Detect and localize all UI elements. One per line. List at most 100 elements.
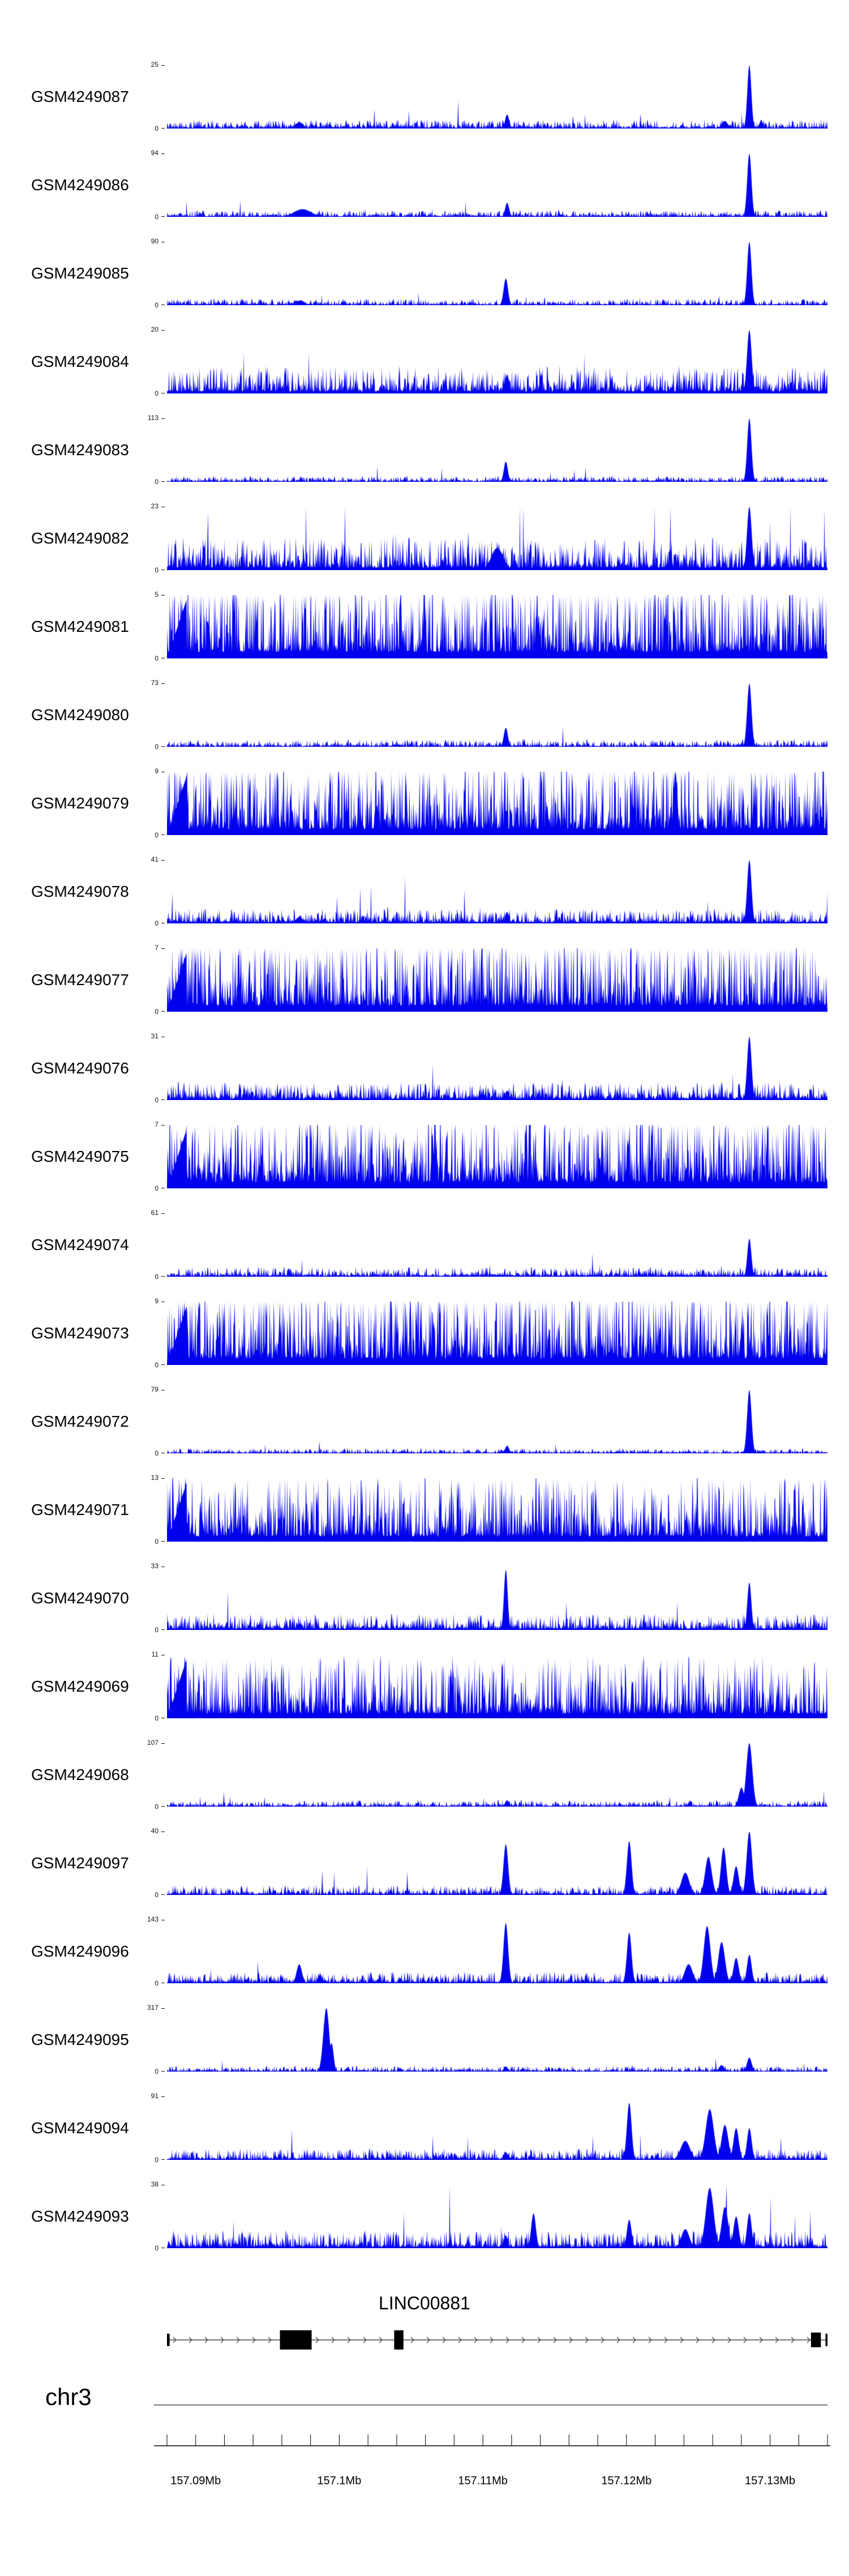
track-ymax-label: 143 (147, 1915, 158, 1923)
coverage-signal-plot (167, 948, 827, 1012)
gene-exon (167, 2334, 170, 2346)
coverage-signal-plot (167, 242, 827, 305)
track-ymax-label: 11 (151, 1650, 158, 1658)
track-ymax-label: 33 (151, 1562, 158, 1570)
signal-track-row: GSM4249094 91 0 (0, 2092, 849, 2164)
sample-label: GSM4249077 (31, 971, 129, 989)
strand-arrow-icon (442, 2337, 446, 2343)
coverage-signal-plot (167, 153, 827, 217)
strand-arrow-icon (807, 2337, 811, 2343)
signal-track-row: GSM4249079 9 0 (0, 767, 849, 839)
gene-exon (280, 2330, 312, 2350)
strand-arrow-icon (331, 2337, 335, 2343)
gene-model (167, 2330, 827, 2350)
signal-track-row: GSM4249085 90 0 (0, 237, 849, 309)
strand-arrow-icon (632, 2337, 636, 2343)
signal-track-row: GSM4249072 79 0 (0, 1385, 849, 1457)
yaxis-tick-top (161, 1478, 165, 1479)
yaxis-tick-top (161, 595, 165, 596)
strand-arrow-icon (426, 2337, 430, 2343)
track-ymax-label: 7 (155, 944, 158, 952)
strand-arrow-icon (791, 2337, 795, 2343)
yaxis-tick-top (161, 1125, 165, 1126)
signal-track-row: GSM4249083 113 0 (0, 414, 849, 486)
gene-exon (825, 2334, 827, 2346)
signal-track-row: GSM4249073 9 0 (0, 1297, 849, 1369)
signal-track-row: GSM4249071 13 0 (0, 1474, 849, 1546)
sample-label: GSM4249093 (31, 2207, 129, 2225)
strand-arrow-icon (252, 2337, 256, 2343)
strand-arrow-icon (569, 2337, 573, 2343)
strand-arrow-icon (743, 2337, 747, 2343)
yaxis-tick-top (161, 153, 165, 154)
sample-label: GSM4249078 (31, 883, 129, 900)
coverage-signal-plot (167, 65, 827, 129)
signal-track-row: GSM4249069 11 0 (0, 1650, 849, 1722)
sample-label: GSM4249095 (31, 2031, 129, 2048)
yaxis-tick-top (161, 1213, 165, 1214)
signal-track-row: GSM4249082 23 0 (0, 502, 849, 574)
strand-arrow-icon (727, 2337, 731, 2343)
yaxis-tick-top (161, 860, 165, 861)
strand-arrow-icon (696, 2337, 700, 2343)
strand-arrow-icon (220, 2337, 224, 2343)
yaxis-tick-bottom (161, 1894, 165, 1895)
signal-track-row: GSM4249078 41 0 (0, 855, 849, 927)
strand-arrow-icon (616, 2337, 620, 2343)
signal-track-row: GSM4249086 94 0 (0, 149, 849, 221)
coverage-signal-plot (167, 1832, 827, 1895)
strand-arrow-icon (505, 2337, 509, 2343)
coverage-signal-plot (167, 1478, 827, 1542)
strand-arrow-icon (204, 2337, 208, 2343)
strand-arrow-icon (268, 2337, 272, 2343)
track-ymin-label: 0 (155, 301, 158, 309)
track-ymin-label: 0 (155, 2156, 158, 2164)
yaxis-tick-top (161, 2008, 165, 2009)
track-ymax-label: 41 (151, 855, 158, 863)
coverage-signal-plot (167, 683, 827, 747)
strand-arrow-icon (664, 2337, 668, 2343)
sample-label: GSM4249082 (31, 529, 129, 547)
track-ymax-label: 113 (147, 414, 158, 422)
track-ymax-label: 9 (155, 1297, 158, 1305)
strand-arrow-icon (759, 2337, 763, 2343)
track-ymin-label: 0 (155, 1803, 158, 1811)
track-ymin-label: 0 (155, 478, 158, 486)
coverage-signal-plot (167, 1302, 827, 1365)
strand-arrow-icon (236, 2337, 240, 2343)
track-ymin-label: 0 (155, 1184, 158, 1192)
sample-label: GSM4249076 (31, 1059, 129, 1077)
ruler-coordinate-label: 157.13Mb (745, 2475, 795, 2487)
strand-arrow-icon (458, 2337, 462, 2343)
yaxis-tick-top (161, 683, 165, 684)
track-ymax-label: 91 (151, 2092, 158, 2100)
coverage-signal-plot (167, 418, 827, 482)
track-ymax-label: 79 (151, 1385, 158, 1393)
track-ymax-label: 40 (151, 1827, 158, 1835)
yaxis-tick-bottom (161, 1011, 165, 1012)
strand-arrow-icon (537, 2337, 541, 2343)
coverage-signal-plot (167, 1920, 827, 1983)
yaxis-tick-top (161, 65, 165, 66)
coverage-signal-plot (167, 1390, 827, 1453)
sample-label: GSM4249075 (31, 1148, 129, 1165)
sample-label: GSM4249081 (31, 618, 129, 635)
sample-label: GSM4249074 (31, 1236, 129, 1253)
signal-track-row: GSM4249068 107 0 (0, 1739, 849, 1811)
track-ymin-label: 0 (155, 213, 158, 221)
strand-arrow-icon (521, 2337, 525, 2343)
track-ymin-label: 0 (155, 1008, 158, 1016)
coverage-signal-plot (167, 2096, 827, 2160)
gene-exon (811, 2333, 821, 2347)
strand-arrow-icon (648, 2337, 652, 2343)
coordinate-ruler: 157.09Mb 157.1Mb 157.11Mb 157.12Mb 157.13Mb (154, 2434, 830, 2487)
coverage-signal-plot (167, 1567, 827, 1630)
yaxis-tick-bottom (161, 2159, 165, 2160)
track-ymin-label: 0 (155, 919, 158, 927)
track-ymin-label: 0 (155, 566, 158, 574)
yaxis-tick-top (161, 1743, 165, 1744)
yaxis-tick-bottom (161, 481, 165, 482)
yaxis-tick-top (161, 418, 165, 419)
track-ymin-label: 0 (155, 1361, 158, 1369)
coverage-signal-plot (167, 507, 827, 570)
